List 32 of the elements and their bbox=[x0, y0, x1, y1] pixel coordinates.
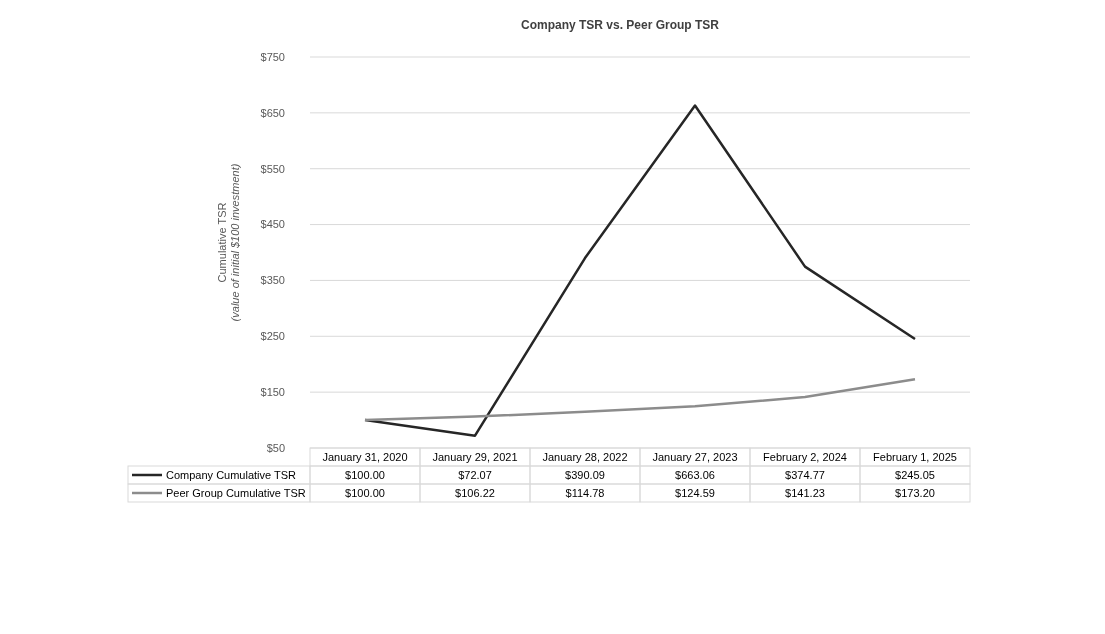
data-label: $114.78 bbox=[565, 487, 605, 499]
data-label: $72.07 bbox=[458, 469, 492, 481]
legend-label: Peer Group Cumulative TSR bbox=[166, 487, 306, 499]
data-label: $390.09 bbox=[565, 469, 605, 481]
data-label: $106.22 bbox=[455, 487, 495, 499]
y-tick-label: $250 bbox=[260, 330, 285, 343]
y-tick-label: $50 bbox=[266, 441, 285, 454]
x-tick-label: January 29, 2021 bbox=[432, 451, 518, 463]
y-tick-label: $350 bbox=[260, 274, 285, 287]
data-label: $100.00 bbox=[345, 487, 385, 499]
legend-label: Company Cumulative TSR bbox=[166, 469, 297, 481]
line-series bbox=[363, 104, 917, 437]
y-tick-label: $150 bbox=[260, 385, 285, 398]
data-label: $173.20 bbox=[895, 487, 935, 499]
data-label: $663.06 bbox=[675, 469, 715, 481]
data-label: $245.05 bbox=[895, 469, 935, 481]
data-label: $100.00 bbox=[345, 469, 385, 481]
chart-title: Company TSR vs. Peer Group TSR bbox=[520, 18, 720, 32]
y-tick-label: $450 bbox=[260, 218, 285, 231]
x-tick-label: January 31, 2020 bbox=[322, 451, 408, 463]
data-label: $374.77 bbox=[785, 469, 825, 481]
x-tick-label: January 27, 2023 bbox=[652, 451, 738, 463]
data-label: $124.59 bbox=[675, 487, 715, 499]
y-tick-label: $550 bbox=[260, 162, 285, 175]
y-tick-label: $650 bbox=[260, 106, 285, 119]
x-tick-label: January 28, 2022 bbox=[542, 451, 628, 463]
x-tick-label: February 1, 2025 bbox=[873, 451, 957, 463]
data-label: $141.23 bbox=[785, 487, 825, 499]
line-series bbox=[363, 377, 917, 422]
x-tick-label: February 2, 2024 bbox=[763, 451, 847, 463]
y-tick-label: $750 bbox=[260, 50, 285, 63]
y-axis-title: Cumulative TSR (value of initial $100 investment) bbox=[216, 163, 241, 322]
